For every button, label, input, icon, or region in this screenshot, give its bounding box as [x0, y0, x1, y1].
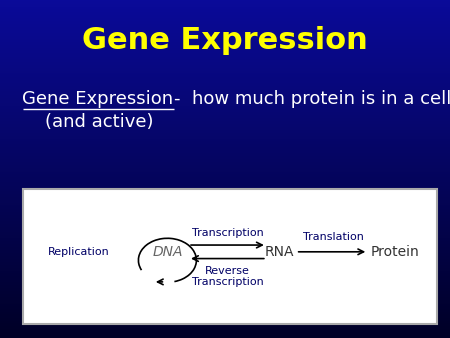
Text: Gene Expression: Gene Expression: [22, 90, 174, 107]
Text: -  how much protein is in a cell: - how much protein is in a cell: [174, 90, 450, 107]
Text: Gene Expression: Gene Expression: [82, 26, 368, 55]
Text: RNA: RNA: [265, 245, 294, 259]
Text: Reverse
Transcription: Reverse Transcription: [192, 266, 263, 287]
Text: Transcription: Transcription: [192, 227, 263, 238]
FancyBboxPatch shape: [22, 189, 436, 324]
Text: Replication: Replication: [48, 247, 109, 257]
Text: DNA: DNA: [152, 245, 183, 259]
Text: (and active): (and active): [45, 113, 153, 131]
Text: Translation: Translation: [302, 232, 364, 242]
Text: Protein: Protein: [371, 245, 419, 259]
